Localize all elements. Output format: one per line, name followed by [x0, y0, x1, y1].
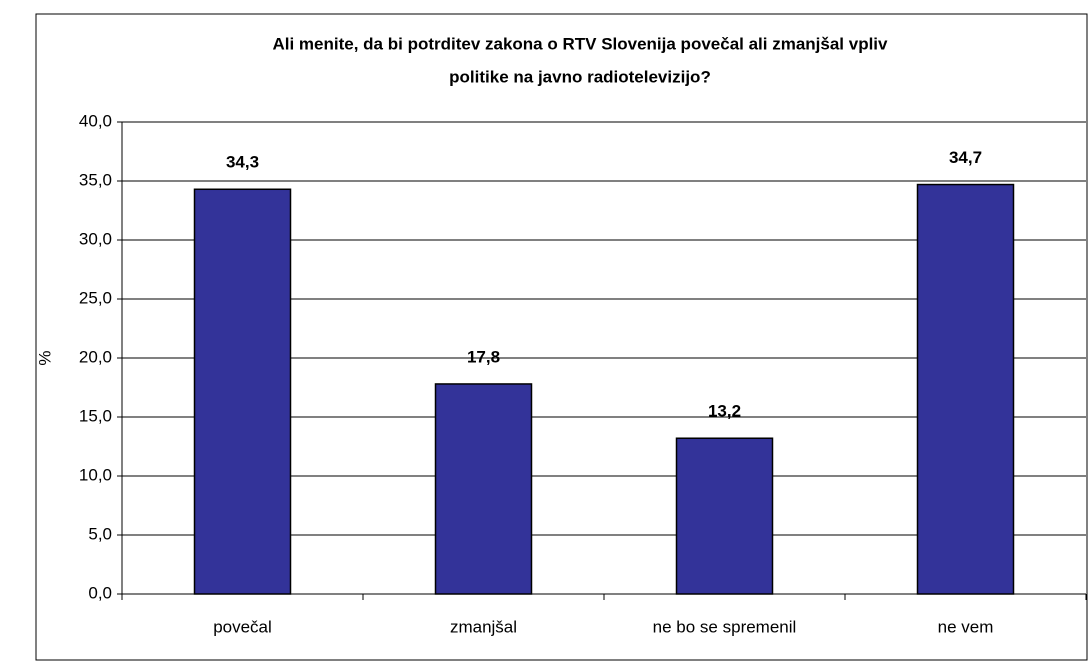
y-axis-label: %	[35, 350, 54, 365]
y-tick-label: 0,0	[88, 583, 112, 602]
x-tick-label: ne bo se spremenil	[653, 617, 797, 636]
bar	[675, 437, 774, 595]
data-label: 17,8	[467, 347, 500, 366]
x-tick-label: zmanjšal	[450, 617, 517, 636]
y-tick-label: 5,0	[88, 524, 112, 543]
y-tick-label: 30,0	[79, 229, 112, 248]
x-tick-label: povečal	[213, 617, 272, 636]
data-label: 13,2	[708, 402, 741, 421]
y-tick-label: 10,0	[79, 465, 112, 484]
y-tick-label: 40,0	[79, 111, 112, 130]
data-label: 34,7	[949, 148, 982, 167]
y-tick-label: 35,0	[79, 170, 112, 189]
chart-title: Ali menite, da bi potrditev zakona o RTV…	[272, 34, 888, 53]
x-tick-label: ne vem	[938, 617, 994, 636]
bar	[916, 183, 1015, 595]
y-tick-label: 20,0	[79, 347, 112, 366]
data-label: 34,3	[226, 153, 259, 172]
chart-title: politike na javno radiotelevizijo?	[449, 67, 711, 86]
y-tick-label: 15,0	[79, 406, 112, 425]
y-tick-label: 25,0	[79, 288, 112, 307]
bar	[434, 383, 533, 595]
bar	[193, 188, 292, 595]
